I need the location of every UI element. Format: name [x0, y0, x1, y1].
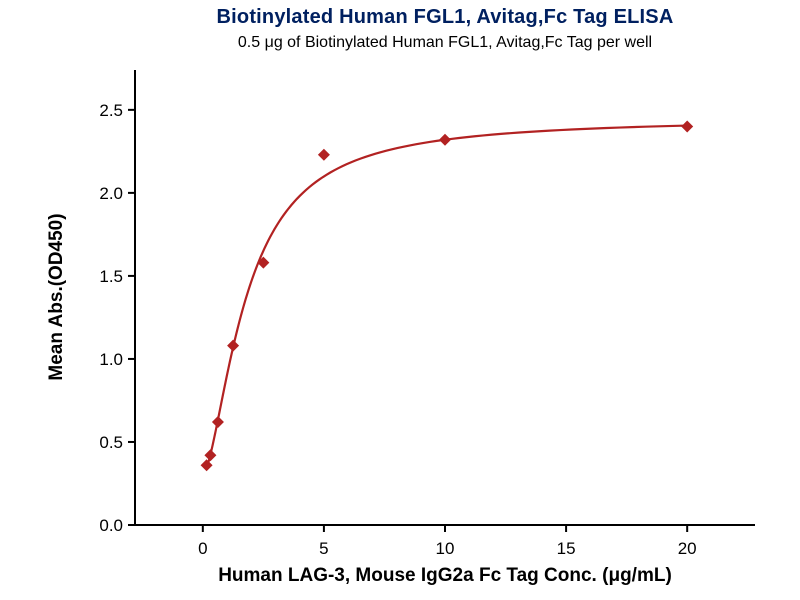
- svg-text:1.0: 1.0: [99, 350, 123, 369]
- svg-text:0: 0: [198, 539, 207, 558]
- svg-text:10: 10: [436, 539, 455, 558]
- svg-text:2.5: 2.5: [99, 101, 123, 120]
- svg-text:0.5: 0.5: [99, 433, 123, 452]
- x-axis-title: Human LAG-3, Mouse IgG2a Fc Tag Conc. (μ…: [218, 565, 672, 586]
- svg-text:0.0: 0.0: [99, 516, 123, 535]
- chart-title: Biotinylated Human FGL1, Avitag,Fc Tag E…: [216, 6, 674, 28]
- y-axis-title: Mean Abs.(OD450): [46, 213, 67, 381]
- chart-subtitle: 0.5 μg of Biotinylated Human FGL1, Avita…: [237, 34, 653, 51]
- svg-text:15: 15: [557, 539, 576, 558]
- svg-text:2.0: 2.0: [99, 184, 123, 203]
- svg-text:20: 20: [678, 539, 697, 558]
- svg-text:1.5: 1.5: [99, 267, 123, 286]
- svg-text:5: 5: [319, 539, 328, 558]
